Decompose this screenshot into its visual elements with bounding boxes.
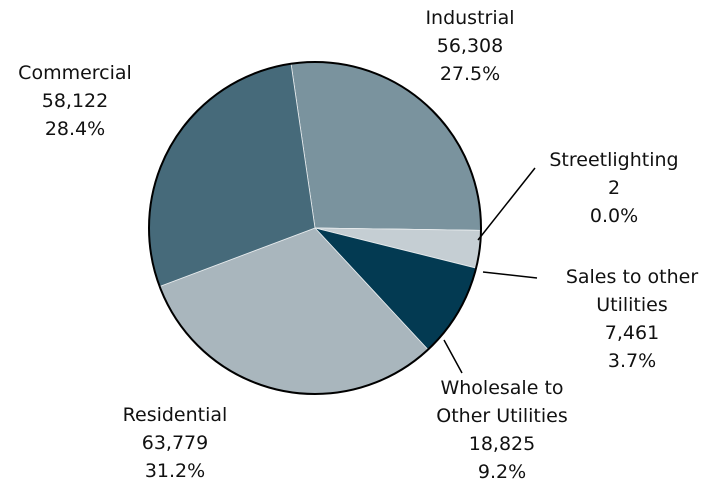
percent-label: 28.4%: [44, 118, 106, 140]
category-name: Wholesale to Other Utilities: [436, 377, 568, 427]
category-name: Streetlighting: [549, 149, 679, 171]
slice-label: Commercial 58,122 28.4%: [0, 59, 155, 143]
leader-line: [443, 339, 463, 374]
category-name: Industrial: [425, 7, 515, 29]
percent-label: 3.7%: [607, 350, 657, 372]
value-label: 56,308: [436, 35, 504, 57]
slice-label: Streetlighting 2 0.0%: [529, 146, 699, 230]
value-label: 58,122: [41, 90, 109, 112]
slice-label: Wholesale to Other Utilities 18,825 9.2%: [415, 374, 590, 486]
value-label: 63,779: [141, 432, 209, 454]
percent-label: 27.5%: [439, 63, 501, 85]
category-name: Residential: [122, 404, 228, 426]
leader-line: [477, 167, 536, 241]
pie-border: [148, 61, 482, 395]
percent-label: 31.2%: [144, 460, 206, 482]
percent-label: 9.2%: [477, 461, 527, 483]
percent-label: 0.0%: [589, 205, 639, 227]
slice-label: Sales to other Utilities 7,461 3.7%: [552, 263, 712, 375]
category-name: Sales to other Utilities: [565, 266, 699, 316]
leader-line: [482, 271, 538, 279]
category-name: Commercial: [18, 62, 132, 84]
value-label: 7,461: [604, 322, 660, 344]
slice-label: Residential 63,779 31.2%: [95, 401, 255, 485]
slice-label: Industrial 56,308 27.5%: [390, 4, 550, 88]
value-label: 18,825: [468, 433, 536, 455]
value-label: 2: [607, 177, 621, 199]
